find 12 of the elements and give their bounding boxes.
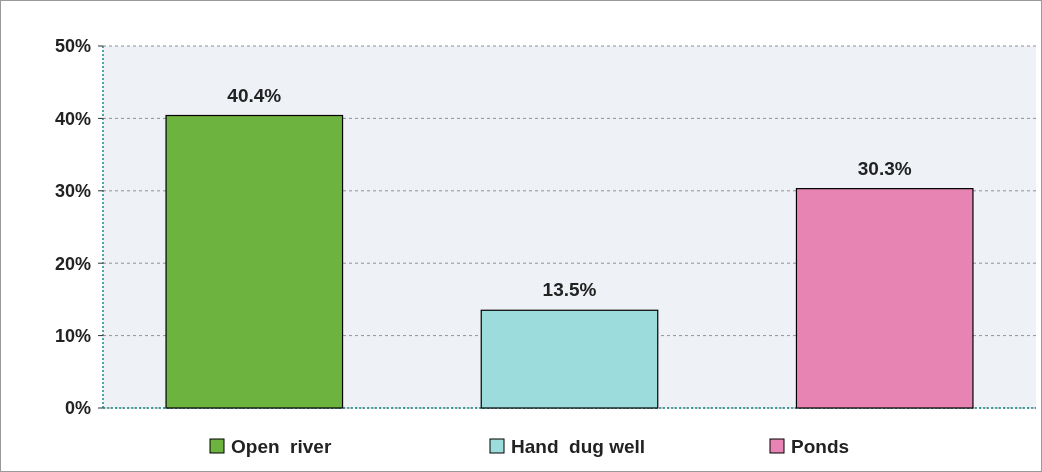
data-label: 30.3% bbox=[857, 157, 912, 179]
y-tick-label: 10% bbox=[54, 325, 91, 346]
legend-label: Open river bbox=[231, 435, 332, 457]
data-label: 40.4% bbox=[227, 84, 282, 106]
y-tick-label: 50% bbox=[54, 36, 91, 57]
legend-label: Ponds bbox=[791, 435, 850, 457]
y-tick-label: 40% bbox=[54, 108, 91, 129]
legend-label: Hand dug well bbox=[511, 435, 646, 457]
y-tick-label: 30% bbox=[54, 181, 91, 202]
y-tick-label: 0% bbox=[64, 398, 91, 419]
y-tick-label: 20% bbox=[54, 253, 91, 274]
data-label: 13.5% bbox=[542, 279, 597, 301]
